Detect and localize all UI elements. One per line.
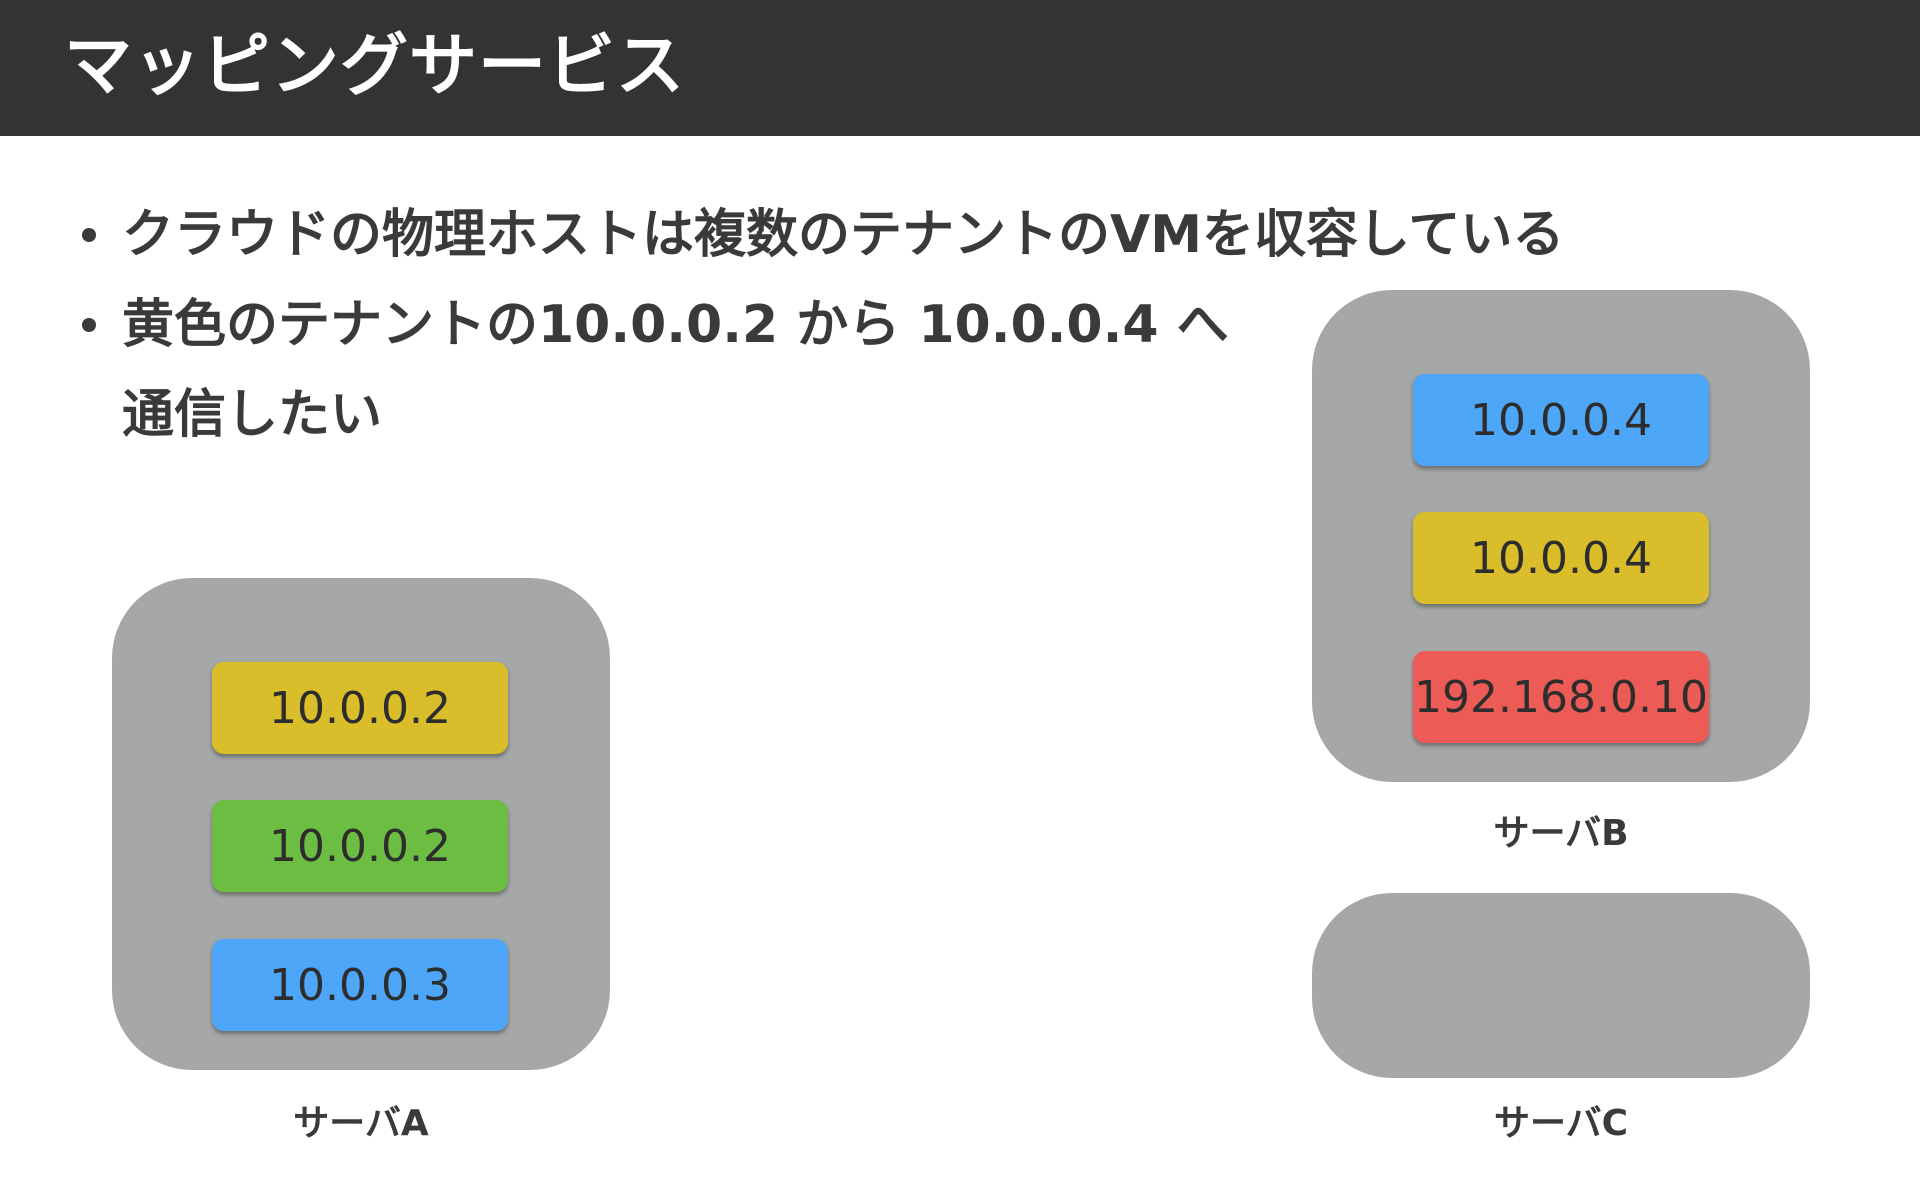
bullet-text: クラウドの物理ホストは複数のテナントのVMを収容している bbox=[122, 205, 1565, 265]
slide-title: マッピングサービス bbox=[64, 27, 686, 106]
server-c-box bbox=[1312, 893, 1810, 1078]
server-a-label: サーバA bbox=[293, 1103, 429, 1144]
vm-server-b-2: 10.0.0.4 bbox=[1413, 512, 1709, 604]
vm-server-a-1: 10.0.0.2 bbox=[212, 662, 508, 754]
server-b-box: 10.0.0.4 10.0.0.4 192.168.0.10 bbox=[1312, 290, 1810, 782]
vm-server-a-2: 10.0.0.2 bbox=[212, 800, 508, 892]
bullet-dot-icon bbox=[82, 318, 96, 332]
vm-server-b-3: 192.168.0.10 bbox=[1413, 651, 1709, 743]
bullet-item: クラウドの物理ホストは複数のテナントのVMを収容している bbox=[80, 190, 1564, 280]
bullet-dot-icon bbox=[82, 228, 96, 242]
bullet-list: クラウドの物理ホストは複数のテナントのVMを収容している 黄色のテナントの10.… bbox=[80, 190, 1564, 460]
server-c-label: サーバC bbox=[1493, 1103, 1629, 1144]
bullet-text: 黄色のテナントの10.0.0.2 から 10.0.0.4 へ bbox=[122, 295, 1229, 355]
title-bar: マッピングサービス bbox=[0, 0, 1920, 136]
bullet-item: 黄色のテナントの10.0.0.2 から 10.0.0.4 へ 通信したい bbox=[80, 280, 1564, 460]
bullet-text-continued: 通信したい bbox=[122, 385, 383, 445]
server-a-box: 10.0.0.2 10.0.0.2 10.0.0.3 bbox=[112, 578, 610, 1070]
server-b-label: サーバB bbox=[1493, 813, 1629, 854]
vm-server-b-1: 10.0.0.4 bbox=[1413, 374, 1709, 466]
vm-server-a-3: 10.0.0.3 bbox=[212, 939, 508, 1031]
